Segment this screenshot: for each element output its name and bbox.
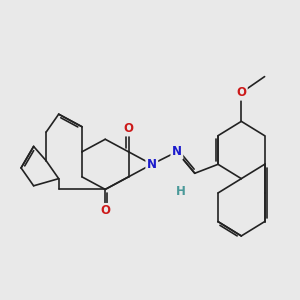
Text: H: H (176, 185, 185, 198)
Text: O: O (124, 122, 134, 135)
Text: O: O (236, 86, 246, 99)
Text: N: N (172, 145, 182, 158)
Text: O: O (100, 204, 110, 218)
Text: N: N (147, 158, 157, 171)
